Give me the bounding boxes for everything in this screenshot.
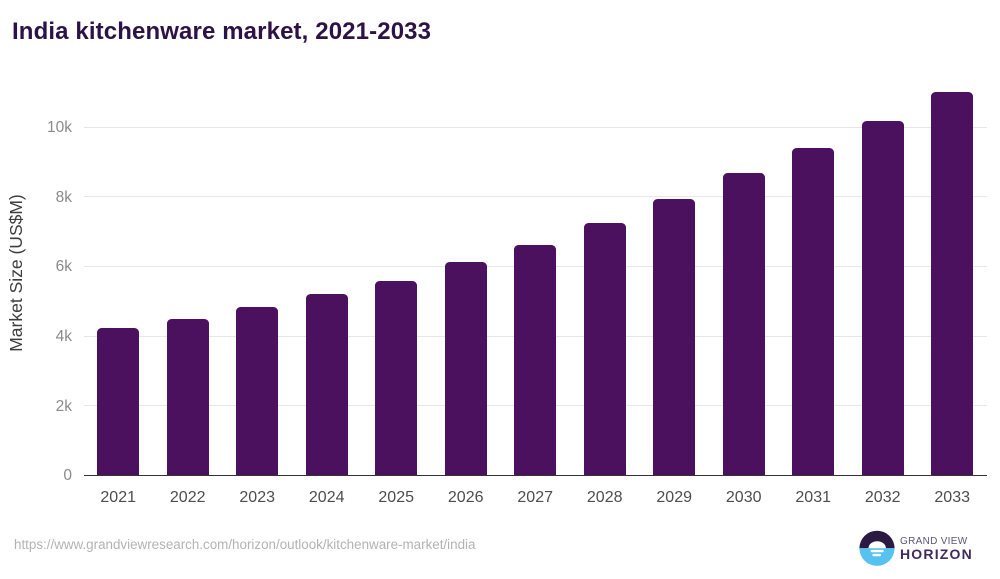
svg-text:GRAND VIEW: GRAND VIEW	[900, 536, 968, 547]
svg-text:HORIZON: HORIZON	[900, 546, 973, 562]
